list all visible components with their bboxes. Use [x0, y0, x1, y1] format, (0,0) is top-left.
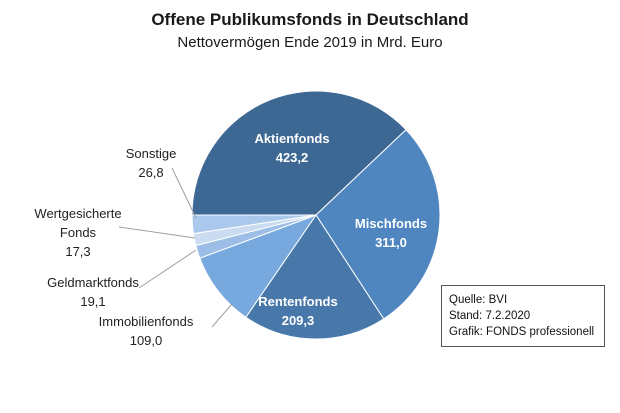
slice-label-wertgesicherte-fonds: Fonds [60, 225, 97, 240]
slice-label-wertgesicherte-fonds: Wertgesicherte [34, 206, 121, 221]
pie-slice-aktienfonds [191, 90, 407, 216]
chart-subtitle: Nettovermögen Ende 2019 in Mrd. Euro [177, 34, 443, 51]
slice-value-sonstige: 26,8 [138, 165, 163, 180]
credit-line: Grafik: FONDS professionell [449, 326, 595, 338]
pie-slice-sonstige [191, 214, 317, 235]
leader-line-wertgesicherte-fonds [118, 226, 196, 239]
slice-value-aktienfonds: 423,2 [276, 150, 309, 165]
slice-label-geldmarktfonds: Geldmarktfonds [47, 275, 139, 290]
pie-slice-mischfonds [315, 129, 441, 320]
leader-line-geldmarktfonds [138, 249, 197, 289]
leader-line-immobilienfonds [211, 303, 233, 328]
slice-label-immobilienfonds: Immobilienfonds [99, 314, 194, 329]
slice-value-rentenfonds: 209,3 [282, 313, 315, 328]
slice-label-mischfonds: Mischfonds [355, 216, 427, 231]
slice-label-sonstige: Sonstige [126, 146, 177, 161]
slice-label-rentenfonds: Rentenfonds [258, 294, 337, 309]
date-line: Stand: 7.2.2020 [449, 310, 531, 322]
source-line: Quelle: BVI [449, 294, 508, 306]
source-box: Quelle: BVI Stand: 7.2.2020 Grafik: FOND… [441, 285, 605, 347]
pie-slice-rentenfonds [245, 214, 385, 340]
slice-label-aktienfonds: Aktienfonds [254, 131, 329, 146]
slice-value-wertgesicherte-fonds: 17,3 [65, 244, 90, 259]
leader-line-sonstige [171, 167, 197, 219]
slice-value-immobilienfonds: 109,0 [130, 333, 163, 348]
chart-title: Offene Publikumsfonds in Deutschland [151, 10, 469, 29]
pie-slice-immobilienfonds [199, 213, 318, 318]
slice-value-mischfonds: 311,0 [375, 235, 407, 250]
slice-value-geldmarktfonds: 19,1 [80, 294, 105, 309]
